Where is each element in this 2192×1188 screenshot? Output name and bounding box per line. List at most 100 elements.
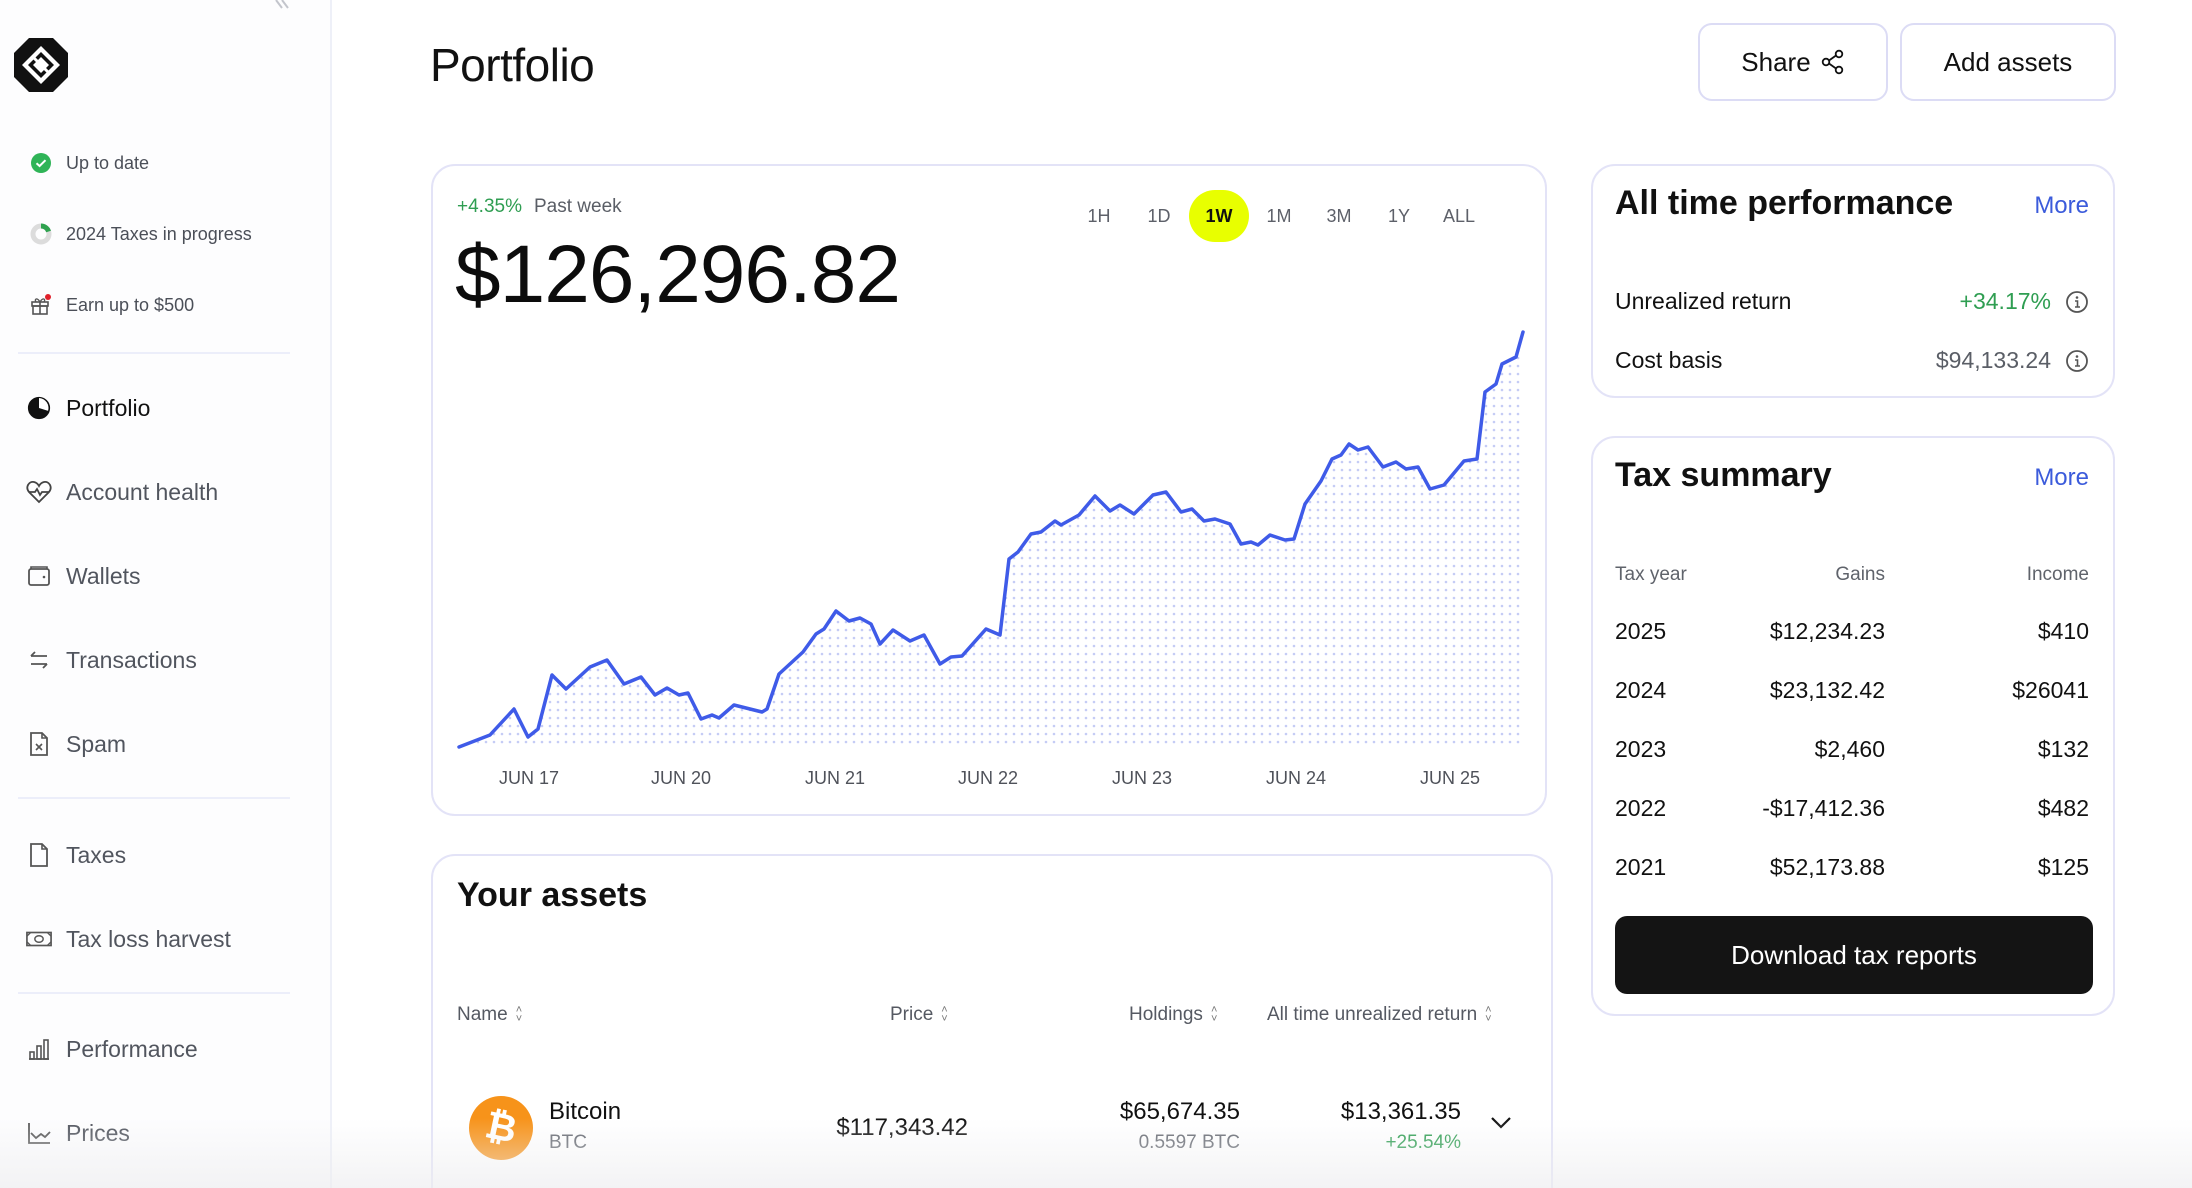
change-percent: +4.35% [457, 196, 522, 217]
sidebar-item-performance[interactable]: Performance [26, 1029, 198, 1069]
x-axis-label: JUN 17 [498, 768, 560, 788]
tax-year: 2021 [1615, 854, 1667, 880]
bitcoin-icon: ₿ [463, 1090, 539, 1166]
share-label: Share [1741, 46, 1811, 77]
sidebar-item-label: Wallets [66, 562, 141, 589]
unrealized-return-value: +34.17% [1959, 288, 2051, 314]
sidebar-item-tax-loss-harvest[interactable]: Tax loss harvest [26, 919, 231, 959]
check-circle-icon [30, 152, 52, 174]
range-1m[interactable]: 1M [1266, 205, 1292, 226]
sidebar-item-label: Transactions [66, 646, 197, 673]
tax-gains: $2,460 [1814, 736, 1885, 762]
table-row: 2024 $23,132.42 $26041 [1615, 677, 2089, 717]
tax-income: $482 [2037, 795, 2089, 821]
range-1h[interactable]: 1H [1087, 205, 1111, 226]
sidebar-item-prices[interactable]: Prices [26, 1113, 130, 1153]
add-assets-label: Add assets [1943, 46, 2073, 77]
portfolio-total-value: $126,296.82 [455, 229, 901, 320]
info-icon[interactable] [2065, 349, 2089, 373]
x-axis-label: JUN 22 [957, 768, 1019, 788]
sidebar-item-portfolio[interactable]: Portfolio [26, 388, 150, 428]
download-tax-reports-button[interactable]: Download tax reports [1615, 916, 2093, 994]
tax-income: $132 [2037, 736, 2089, 762]
column-label: Holdings [1129, 1004, 1203, 1025]
tax-summary-more-link[interactable]: More [2034, 464, 2089, 491]
table-row: 2023 $2,460 $132 [1615, 736, 2089, 776]
range-1d[interactable]: 1D [1147, 205, 1171, 226]
sidebar-divider [18, 992, 290, 994]
time-range-selector: 1H 1D 1W 1M 3M 1Y ALL [1069, 190, 1489, 242]
tax-gains: $52,173.88 [1769, 854, 1885, 880]
unrealized-return-value-wrap: +34.17% [1960, 288, 2089, 315]
table-row: 2021 $52,173.88 $125 [1615, 854, 2089, 894]
collapse-sidebar-button[interactable] [268, 0, 292, 14]
range-1y[interactable]: 1Y [1387, 205, 1411, 226]
arrows-swap-icon [26, 647, 52, 673]
sidebar: Up to date 2024 Taxes in progress Earn u… [0, 0, 332, 1188]
sidebar-item-label: Account health [66, 478, 219, 505]
performance-more-link[interactable]: More [2034, 192, 2089, 219]
share-icon [1821, 49, 1843, 75]
column-label: All time unrealized return [1267, 1004, 1478, 1025]
sidebar-item-taxes[interactable]: Taxes [26, 835, 126, 875]
column-header-gains: Gains [1835, 564, 1885, 585]
info-icon[interactable] [2065, 290, 2089, 314]
banknote-icon [26, 926, 52, 952]
gift-icon [30, 294, 52, 316]
sync-status[interactable]: Up to date [30, 152, 149, 174]
range-3m[interactable]: 3M [1326, 205, 1352, 226]
expand-row-button[interactable] [1487, 1108, 1517, 1138]
sidebar-item-label: Spam [66, 730, 127, 757]
unrealized-return-label: Unrealized return [1615, 288, 1792, 314]
tax-income: $125 [2037, 854, 2089, 880]
asset-symbol: BTC [549, 1132, 587, 1153]
status-label: 2024 Taxes in progress [66, 223, 252, 244]
bar-chart-icon [26, 1036, 52, 1062]
sidebar-item-transactions[interactable]: Transactions [26, 640, 197, 680]
holdings-quantity: 0.5597 BTC [1138, 1132, 1240, 1153]
asset-price: $117,343.42 [836, 1114, 968, 1142]
all-time-performance-card: All time performance More Unrealized ret… [1591, 164, 2115, 398]
tax-gains: $12,234.23 [1769, 618, 1885, 644]
sort-icon: ˄ ˅ [1485, 1004, 1492, 1025]
return-percent: +25.54% [1385, 1132, 1461, 1153]
pie-chart-icon [26, 395, 52, 421]
tax-progress-status[interactable]: 2024 Taxes in progress [30, 223, 252, 245]
range-1w[interactable]: 1W [1189, 190, 1249, 242]
column-header-price[interactable]: Price ˄ ˅ [890, 1004, 948, 1026]
change-period: Past week [533, 196, 622, 217]
table-row[interactable]: ₿ Bitcoin BTC $117,343.42 $65,674.35 0.5… [433, 1086, 1551, 1186]
chart-area-fill [459, 332, 1523, 747]
tax-year: 2022 [1615, 795, 1667, 821]
file-icon [26, 842, 52, 868]
chevron-down-icon [1491, 1117, 1511, 1129]
your-assets-card: Your assets Name ˄ ˅ Price ˄ ˅ Holdings ˄ ˅… [431, 854, 1553, 1188]
sidebar-item-spam[interactable]: Spam [26, 724, 126, 764]
chart-line [457, 330, 1525, 749]
sidebar-item-label: Prices [66, 1119, 130, 1146]
sidebar-item-wallets[interactable]: Wallets [26, 556, 141, 596]
range-all[interactable]: ALL [1442, 205, 1476, 226]
file-x-icon [26, 731, 52, 757]
portfolio-line-chart[interactable] [433, 166, 1549, 818]
return-value: $13,361.35 [1340, 1098, 1461, 1125]
sort-icon: ˄ ˅ [515, 1004, 523, 1025]
column-label: Price [890, 1004, 934, 1025]
app-logo-icon[interactable] [12, 36, 70, 94]
assets-title: Your assets [457, 876, 648, 914]
column-header-name[interactable]: Name ˄ ˅ [457, 1004, 522, 1026]
sidebar-item-account-health[interactable]: Account health [26, 472, 218, 512]
referral-link[interactable]: Earn up to $500 [30, 294, 194, 316]
column-header-unrealized-return[interactable]: All time unrealized return ˄ ˅ [1267, 1004, 1492, 1026]
unrealized-return-row: Unrealized return +34.17% [1615, 288, 2089, 315]
portfolio-value-card: +4.35% Past week $126,296.82 1H 1D 1W 1M… [431, 164, 1547, 816]
cost-basis-label: Cost basis [1615, 347, 1723, 373]
tax-year: 2024 [1615, 677, 1667, 703]
sort-icon: ˄ ˅ [941, 1004, 948, 1025]
tax-income: $26041 [2012, 677, 2089, 703]
chart-x-axis: JUN 17 JUN 20 JUN 21 JUN 22 JUN 23 JUN 2… [433, 768, 1545, 792]
add-assets-button[interactable]: Add assets [1900, 23, 2116, 101]
share-button[interactable]: Share [1698, 23, 1888, 101]
column-header-holdings[interactable]: Holdings ˄ ˅ [1129, 1004, 1217, 1026]
column-header-income: Income [2026, 564, 2089, 585]
